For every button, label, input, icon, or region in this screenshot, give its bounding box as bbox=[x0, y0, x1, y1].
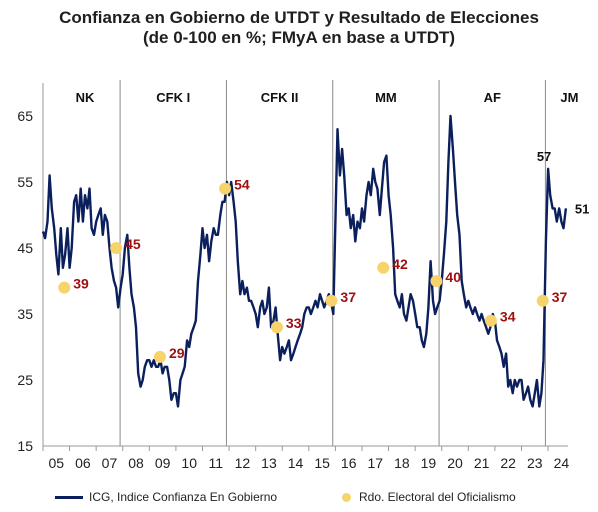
x-tick-label: 06 bbox=[75, 455, 91, 471]
x-tick-label: 09 bbox=[155, 455, 171, 471]
electoral-point-label: 37 bbox=[340, 289, 356, 305]
x-tick-label: 17 bbox=[367, 455, 383, 471]
icg-series-line bbox=[41, 114, 568, 408]
chart-legend: ICG, Indice Confianza En Gobierno Rdo. E… bbox=[55, 490, 595, 508]
electoral-point-label: 37 bbox=[552, 289, 568, 305]
legend-label-electoral: Rdo. Electoral del Oficialismo bbox=[359, 490, 516, 504]
x-tick-label: 05 bbox=[49, 455, 65, 471]
x-tick-label: 15 bbox=[314, 455, 330, 471]
electoral-point-label: 39 bbox=[73, 276, 89, 292]
y-tick-label: 45 bbox=[17, 240, 33, 256]
legend-dot-swatch bbox=[342, 492, 351, 502]
electoral-point bbox=[270, 321, 283, 334]
electoral-point bbox=[110, 242, 123, 254]
legend-item-icg: ICG, Indice Confianza En Gobierno bbox=[55, 490, 277, 504]
electoral-point bbox=[153, 350, 166, 363]
annotation-last-value: 51 bbox=[575, 201, 589, 216]
x-tick-label: 24 bbox=[554, 455, 570, 471]
electoral-point bbox=[58, 281, 71, 294]
x-tick-label: 07 bbox=[102, 455, 118, 471]
electoral-point bbox=[484, 314, 497, 327]
chart-title-line-2: (de 0-100 en %; FMyA en base a UTDT) bbox=[142, 28, 456, 47]
period-label-af: AF bbox=[484, 90, 501, 105]
electoral-point-label: 42 bbox=[392, 256, 408, 272]
electoral-point bbox=[377, 261, 390, 274]
period-label-nk: NK bbox=[76, 90, 95, 105]
y-tick-label: 25 bbox=[17, 372, 33, 388]
legend-label-icg: ICG, Indice Confianza En Gobierno bbox=[89, 490, 278, 504]
period-label-cfk-i: CFK I bbox=[156, 90, 190, 105]
electoral-point-label: 54 bbox=[234, 177, 250, 193]
x-tick-label: 20 bbox=[447, 455, 463, 471]
y-tick-label: 35 bbox=[17, 306, 33, 322]
period-label-mm: MM bbox=[375, 90, 397, 105]
x-tick-label: 14 bbox=[288, 455, 304, 471]
x-tick-label: 16 bbox=[341, 455, 357, 471]
y-tick-label: 65 bbox=[17, 108, 33, 124]
x-tick-label: 22 bbox=[500, 455, 516, 471]
x-tick-label: 23 bbox=[527, 455, 543, 471]
x-tick-label: 08 bbox=[128, 455, 144, 471]
legend-item-electoral: Rdo. Electoral del Oficialismo bbox=[342, 490, 516, 504]
electoral-point bbox=[325, 294, 338, 307]
electoral-point bbox=[536, 294, 549, 307]
electoral-point-label: 40 bbox=[445, 269, 461, 285]
electoral-point bbox=[430, 275, 443, 287]
x-tick-label: 18 bbox=[394, 455, 410, 471]
x-tick-label: 21 bbox=[474, 455, 490, 471]
annotation-peak-value: 57 bbox=[537, 149, 551, 164]
x-tick-label: 19 bbox=[421, 455, 437, 471]
y-tick-label: 55 bbox=[17, 174, 33, 190]
x-tick-label: 11 bbox=[209, 455, 224, 471]
electoral-point-label: 45 bbox=[125, 236, 141, 252]
period-label-jm: JM bbox=[560, 90, 578, 105]
electoral-point-label: 34 bbox=[500, 309, 516, 325]
y-tick-label: 15 bbox=[17, 438, 33, 454]
legend-line-swatch bbox=[55, 495, 83, 499]
electoral-point-label: 29 bbox=[169, 345, 185, 361]
x-tick-label: 12 bbox=[235, 455, 251, 471]
electoral-point-label: 33 bbox=[286, 315, 302, 331]
x-tick-label: 10 bbox=[181, 455, 197, 471]
x-tick-label: 13 bbox=[261, 455, 277, 471]
period-label-cfk-ii: CFK II bbox=[261, 90, 299, 105]
electoral-point bbox=[219, 182, 232, 195]
chart-title: Confianza en Gobierno de UTDT y Resultad… bbox=[0, 8, 598, 48]
chart-title-line-1: Confianza en Gobierno de UTDT y Resultad… bbox=[59, 8, 539, 27]
